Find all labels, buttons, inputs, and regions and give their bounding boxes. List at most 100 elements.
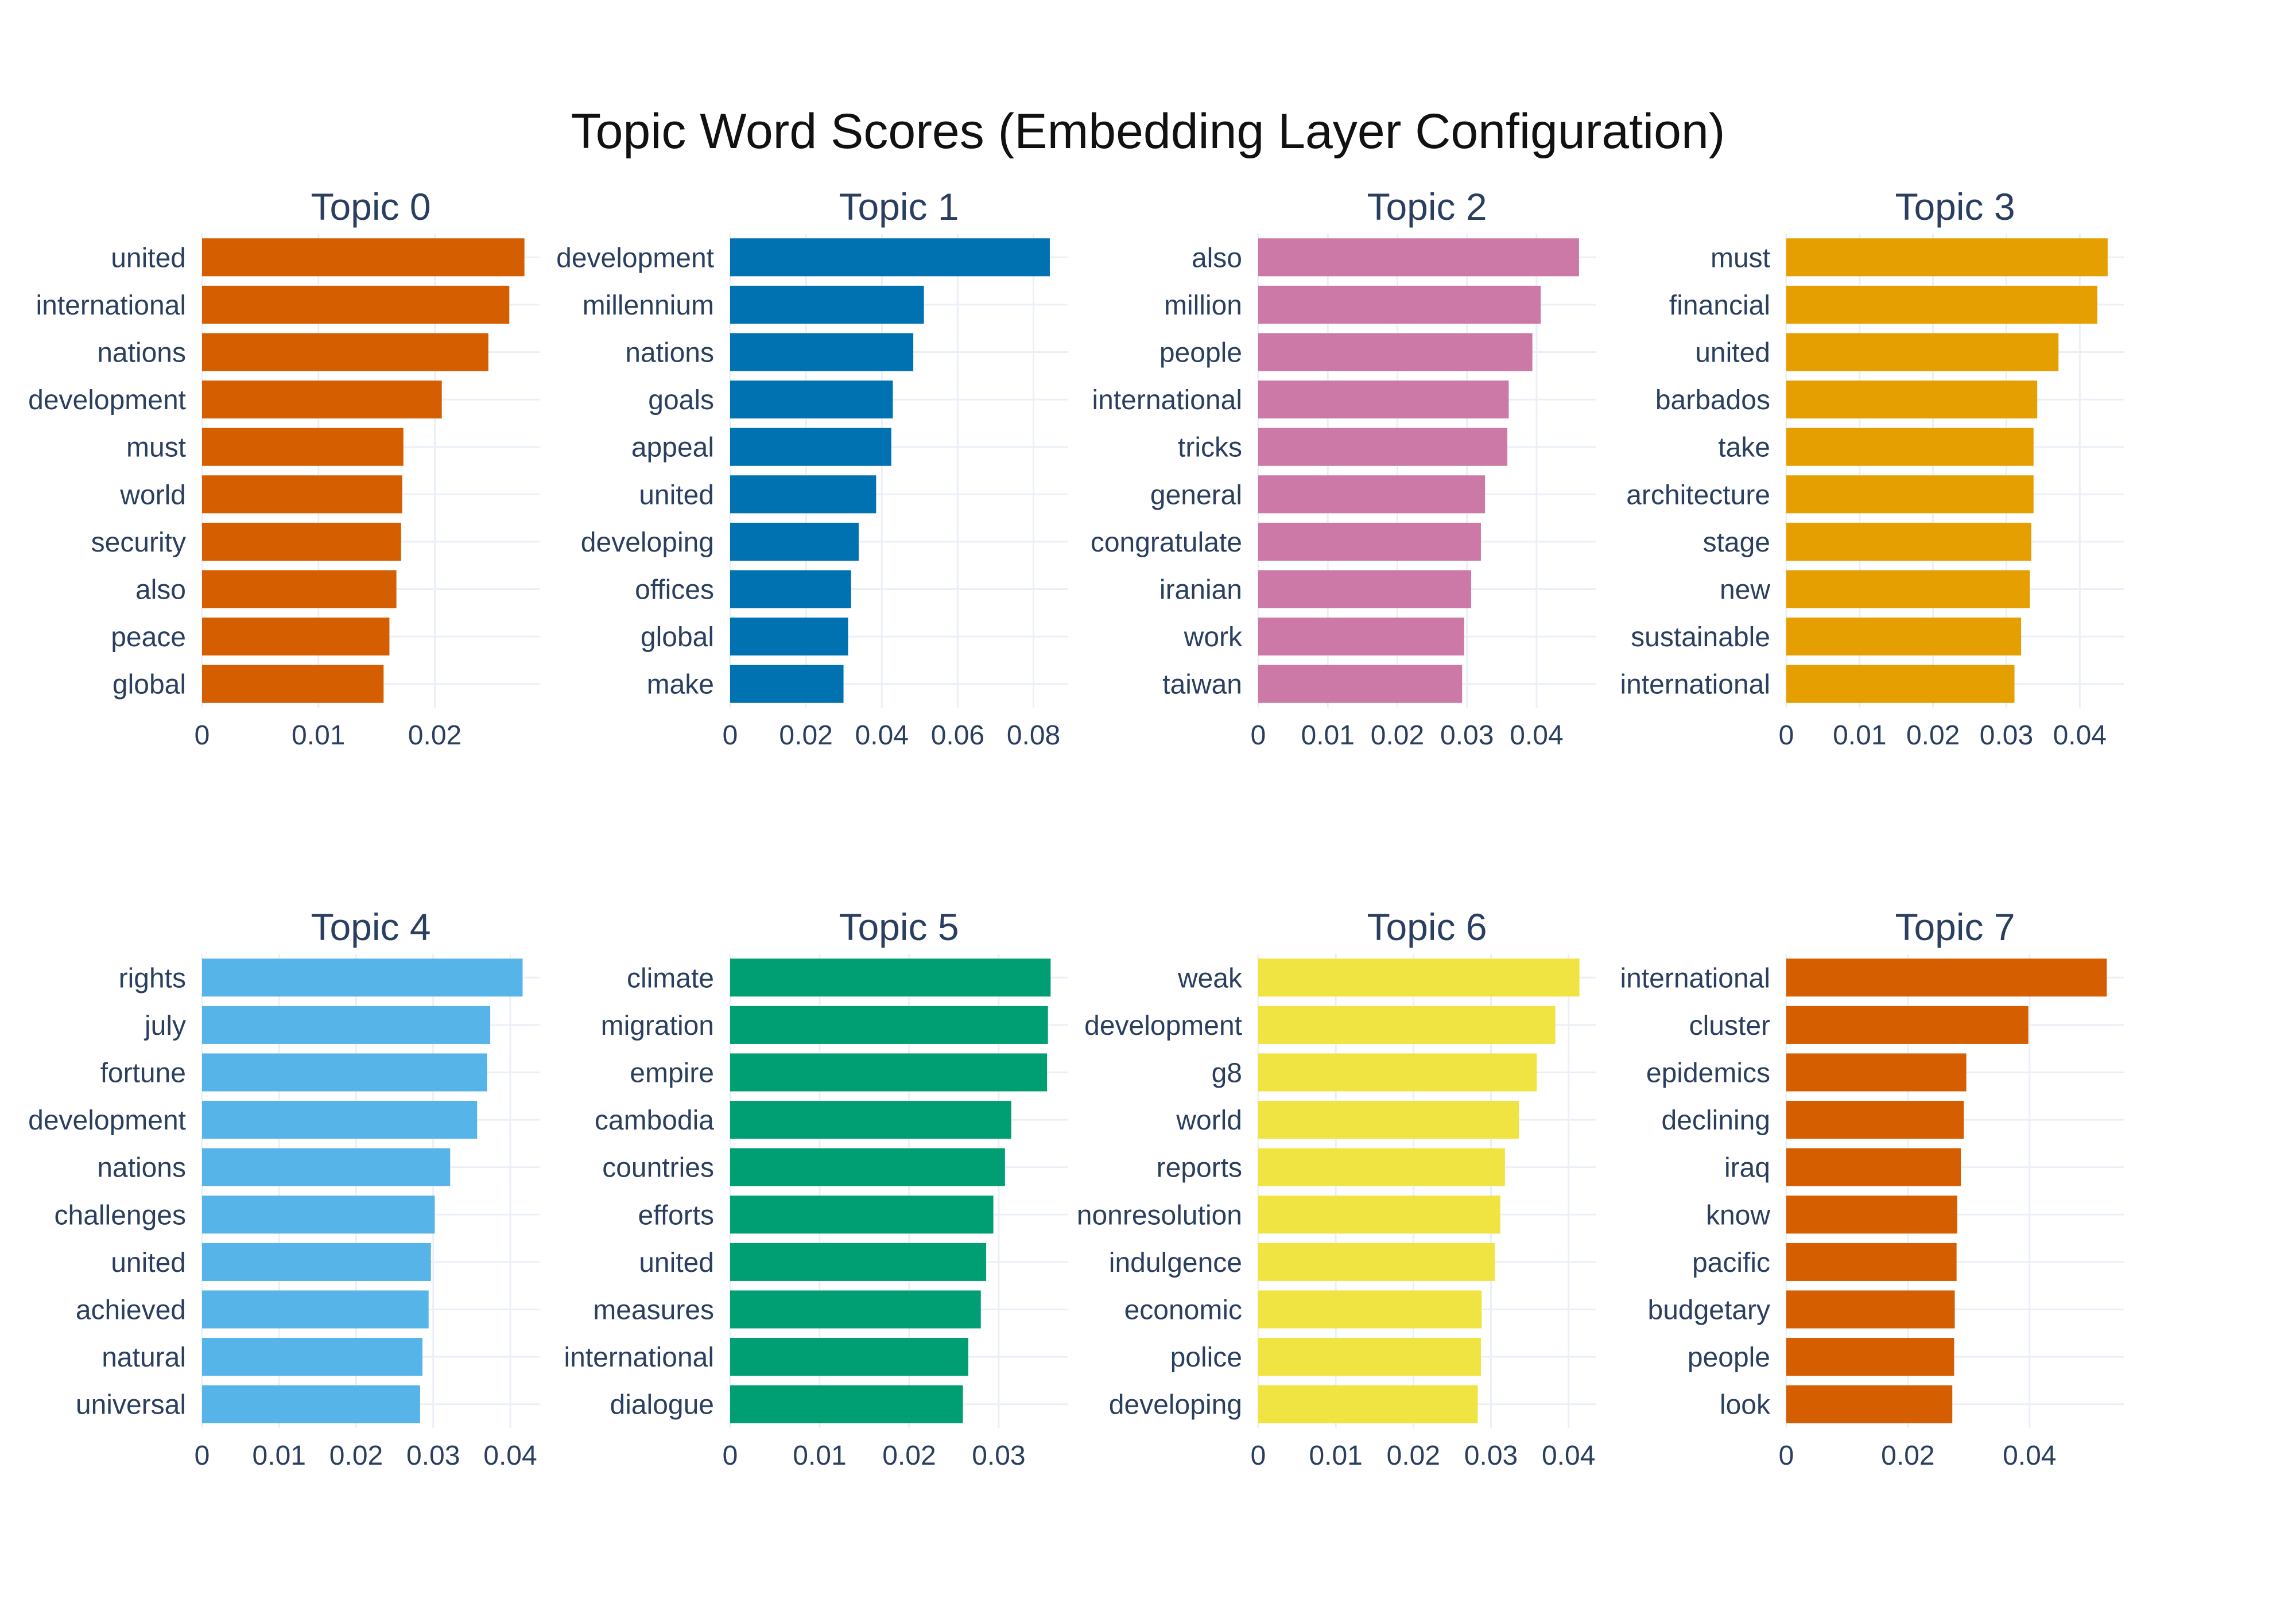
- x-tick-label: 0.03: [972, 1441, 1025, 1471]
- category-label: development: [28, 385, 186, 416]
- bar-appeal: [730, 428, 891, 466]
- subplot-title: Topic 5: [839, 906, 959, 948]
- subplot-topic-3: must financial united barbados take architect…: [1620, 185, 2124, 751]
- bar-global: [202, 665, 384, 703]
- x-tick-label: 0: [723, 720, 738, 751]
- category-label: also: [1192, 243, 1242, 273]
- x-tick-label: 0.06: [931, 720, 984, 751]
- category-label: people: [1688, 1342, 1770, 1373]
- category-label: must: [126, 433, 186, 463]
- bar-peace: [202, 618, 390, 656]
- subplot-topic-0: united international nations development mus…: [28, 185, 540, 751]
- category-label: international: [1620, 963, 1770, 993]
- category-label: countries: [602, 1153, 714, 1183]
- category-label: security: [91, 527, 186, 558]
- category-label: fortune: [100, 1058, 186, 1089]
- bar-offices: [730, 570, 851, 608]
- category-label: empire: [630, 1058, 714, 1089]
- bar-new: [1786, 570, 2030, 608]
- bar-international: [730, 1338, 968, 1376]
- bar-police: [1258, 1338, 1481, 1376]
- category-label: work: [1184, 622, 1243, 653]
- x-tick-label: 0.04: [2053, 720, 2107, 751]
- bar-also: [1258, 238, 1579, 277]
- bar-indulgence: [1258, 1243, 1495, 1281]
- x-tick-label: 0.02: [1371, 720, 1424, 751]
- category-label: united: [639, 480, 714, 510]
- x-tick-label: 0.04: [1542, 1441, 1595, 1471]
- x-tick-label: 0.02: [1906, 720, 1960, 751]
- bar-international: [1786, 958, 2107, 997]
- category-label: police: [1170, 1342, 1242, 1373]
- x-tick-label: 0.04: [2003, 1441, 2056, 1471]
- bar-achieved: [202, 1290, 429, 1329]
- bar-look: [1786, 1385, 1953, 1423]
- category-label: dialogue: [610, 1390, 715, 1420]
- x-tick-label: 0.01: [1301, 720, 1355, 751]
- category-label: development: [556, 243, 714, 273]
- bar-million: [1258, 285, 1541, 324]
- category-label: international: [36, 290, 186, 321]
- bar-development: [1258, 1006, 1556, 1044]
- bar-development: [730, 238, 1050, 277]
- category-label: look: [1720, 1390, 1771, 1420]
- category-label: goals: [648, 385, 714, 416]
- category-label: developing: [1109, 1390, 1242, 1420]
- x-tick-label: 0.02: [779, 720, 832, 751]
- bar-international: [202, 285, 510, 324]
- category-label: also: [135, 575, 186, 605]
- bar-financial: [1786, 285, 2097, 324]
- x-tick-label: 0.03: [406, 1441, 460, 1471]
- bar-nations: [730, 333, 914, 371]
- bar-measures: [730, 1290, 981, 1329]
- chart-title: Topic Word Scores (Embedding Layer Confi…: [571, 104, 1725, 159]
- category-label: natural: [102, 1342, 186, 1373]
- bar-security: [202, 522, 401, 561]
- bar-development: [202, 381, 442, 419]
- category-label: nations: [97, 1153, 186, 1183]
- category-label: appeal: [631, 433, 714, 463]
- x-tick-label: 0.02: [1881, 1441, 1934, 1471]
- category-label: pacific: [1692, 1248, 1770, 1278]
- category-label: declining: [1662, 1105, 1770, 1136]
- category-label: rights: [119, 963, 186, 993]
- bar-nations: [202, 333, 488, 371]
- bar-nonresolution: [1258, 1195, 1500, 1234]
- category-label: indulgence: [1109, 1248, 1242, 1278]
- x-tick-label: 0.08: [1007, 720, 1060, 751]
- x-tick-label: 0.03: [1440, 720, 1494, 751]
- bar-united: [202, 1243, 431, 1281]
- bar-people: [1786, 1338, 1954, 1376]
- bar-dialogue: [730, 1385, 963, 1423]
- bar-july: [202, 1006, 491, 1044]
- category-label: congratulate: [1091, 527, 1242, 558]
- category-label: climate: [627, 963, 714, 993]
- category-label: stage: [1703, 527, 1770, 558]
- category-label: reports: [1157, 1153, 1242, 1183]
- category-label: measures: [593, 1295, 714, 1326]
- category-label: tricks: [1178, 433, 1242, 463]
- subplot-title: Topic 4: [311, 906, 430, 948]
- subplot-topic-4: rights july fortune development nations chall…: [28, 906, 540, 1471]
- bar-budgetary: [1786, 1290, 1955, 1329]
- category-label: united: [111, 243, 186, 273]
- category-label: g8: [1212, 1058, 1242, 1089]
- category-label: global: [641, 622, 714, 653]
- category-label: know: [1706, 1200, 1770, 1231]
- x-tick-label: 0.02: [329, 1441, 383, 1471]
- bar-barbados: [1786, 381, 2038, 419]
- x-tick-label: 0: [723, 1441, 738, 1471]
- category-label: international: [564, 1342, 714, 1373]
- category-label: achieved: [76, 1295, 186, 1326]
- category-label: architecture: [1626, 480, 1770, 510]
- category-label: developing: [581, 527, 714, 558]
- bar-challenges: [202, 1195, 435, 1234]
- category-label: make: [647, 670, 714, 700]
- bar-reports: [1258, 1148, 1505, 1186]
- x-tick-label: 0: [1779, 720, 1794, 751]
- category-label: millennium: [583, 290, 714, 321]
- bar-g8: [1258, 1053, 1537, 1092]
- category-label: weak: [1177, 963, 1243, 993]
- x-tick-label: 0.01: [1833, 720, 1886, 751]
- category-label: budgetary: [1648, 1295, 1771, 1326]
